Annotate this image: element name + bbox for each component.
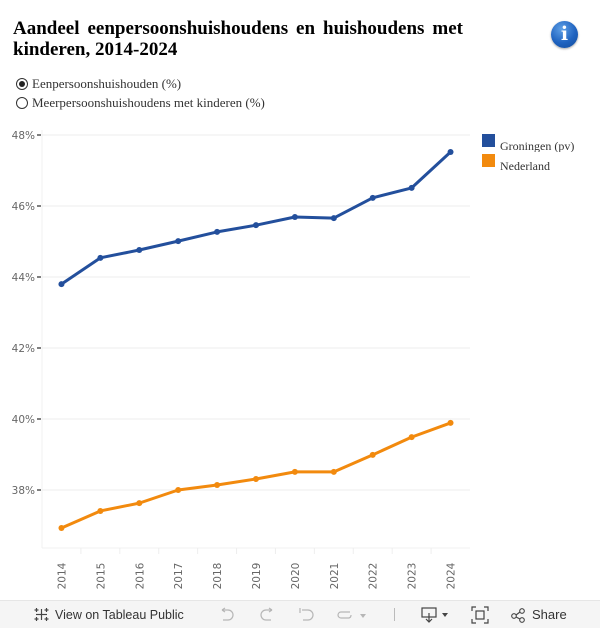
- data-point: [58, 524, 65, 531]
- view-on-tableau-public-label: View on Tableau Public: [55, 607, 184, 622]
- x-tick-label: 2017: [173, 563, 185, 590]
- download-button[interactable]: [420, 601, 452, 628]
- line-chart: 38% 40% 42% 44% 46% 48% 2014 2015 2016 2017 2018 20…: [12, 130, 470, 590]
- share-label: Share: [532, 607, 567, 622]
- x-tick-label: 2021: [329, 563, 341, 590]
- x-tick-label: 2018: [212, 563, 224, 590]
- y-tick-label: 42%: [12, 343, 35, 355]
- x-tick-label: 2020: [290, 563, 302, 590]
- chart-title: Aandeel eenpersoonshuishoudens en huisho…: [13, 18, 463, 60]
- info-icon[interactable]: i: [551, 21, 578, 48]
- fullscreen-button[interactable]: [471, 601, 489, 628]
- legend-swatch: [482, 154, 495, 167]
- data-point: [369, 194, 376, 201]
- fullscreen-icon: [471, 605, 489, 624]
- x-tick-label: 2022: [368, 563, 380, 590]
- toolbar-divider: [394, 601, 395, 628]
- data-point: [408, 184, 415, 191]
- radio-label: Eenpersoonshuishouden (%): [32, 75, 182, 91]
- radio-button-selected[interactable]: [16, 77, 28, 90]
- view-on-tableau-public-button[interactable]: View on Tableau Public: [33, 601, 184, 628]
- data-point: [447, 149, 454, 156]
- tableau-toolbar: View on Tableau Public Share: [0, 600, 600, 628]
- data-point: [408, 434, 415, 441]
- y-tick-label: 48%: [12, 130, 35, 142]
- y-tick-label: 40%: [12, 414, 35, 426]
- legend-label: Groningen (pv): [500, 139, 575, 152]
- data-point: [97, 254, 104, 261]
- data-point: [330, 468, 337, 475]
- series-line-groningen-pv: [59, 150, 453, 286]
- x-tick-label: 2015: [95, 563, 107, 590]
- legend-item-groningen[interactable]: Groningen (pv): [482, 133, 574, 153]
- radio-option-eenpersoons[interactable]: Eenpersoonshuishouden (%): [16, 74, 265, 93]
- share-icon: [511, 607, 525, 623]
- data-point: [291, 468, 298, 475]
- radio-label: Meerpersoonshuishoudens met kinderen (%): [32, 94, 265, 110]
- redo-icon: [260, 607, 273, 621]
- data-point: [58, 281, 65, 288]
- data-point: [447, 419, 454, 426]
- y-tick-label: 38%: [12, 485, 35, 497]
- data-point: [291, 214, 298, 221]
- data-point: [136, 247, 143, 254]
- data-point: [136, 500, 143, 507]
- data-point: [253, 475, 259, 482]
- series-line-nederland: [59, 421, 453, 530]
- legend-label: Nederland: [500, 159, 550, 172]
- data-point: [369, 451, 376, 458]
- undo-button[interactable]: [218, 601, 236, 628]
- x-tick-label: 2023: [407, 563, 419, 590]
- revert-button[interactable]: [298, 601, 316, 628]
- legend-swatch: [482, 134, 495, 147]
- data-point: [253, 222, 259, 229]
- data-point: [175, 487, 182, 493]
- data-point: [175, 238, 182, 245]
- x-tick-label: 2014: [56, 562, 68, 589]
- measure-selector: Eenpersoonshuishouden (%) Meerpersoonshu…: [16, 74, 265, 112]
- legend-item-nederland[interactable]: Nederland: [482, 153, 574, 173]
- share-button[interactable]: Share: [510, 601, 567, 628]
- data-point: [214, 228, 221, 235]
- revert-icon: [299, 607, 314, 621]
- y-tick-label: 46%: [12, 201, 35, 213]
- download-icon: [421, 606, 448, 623]
- refresh-button[interactable]: [336, 601, 366, 628]
- data-point: [97, 507, 104, 514]
- radio-option-met-kinderen[interactable]: Meerpersoonshuishoudens met kinderen (%): [16, 93, 265, 112]
- data-point: [330, 215, 337, 222]
- data-point: [214, 482, 221, 489]
- undo-icon: [221, 607, 234, 621]
- legend: Groningen (pv) Nederland: [482, 133, 574, 173]
- radio-button[interactable]: [16, 96, 28, 109]
- x-tick-label: 2024: [446, 562, 458, 589]
- x-tick-label: 2016: [134, 562, 146, 589]
- redo-button[interactable]: [258, 601, 276, 628]
- y-tick-label: 44%: [12, 272, 35, 284]
- tableau-logo-icon: [34, 608, 49, 621]
- refresh-icon: [337, 610, 366, 619]
- x-tick-label: 2019: [251, 563, 263, 590]
